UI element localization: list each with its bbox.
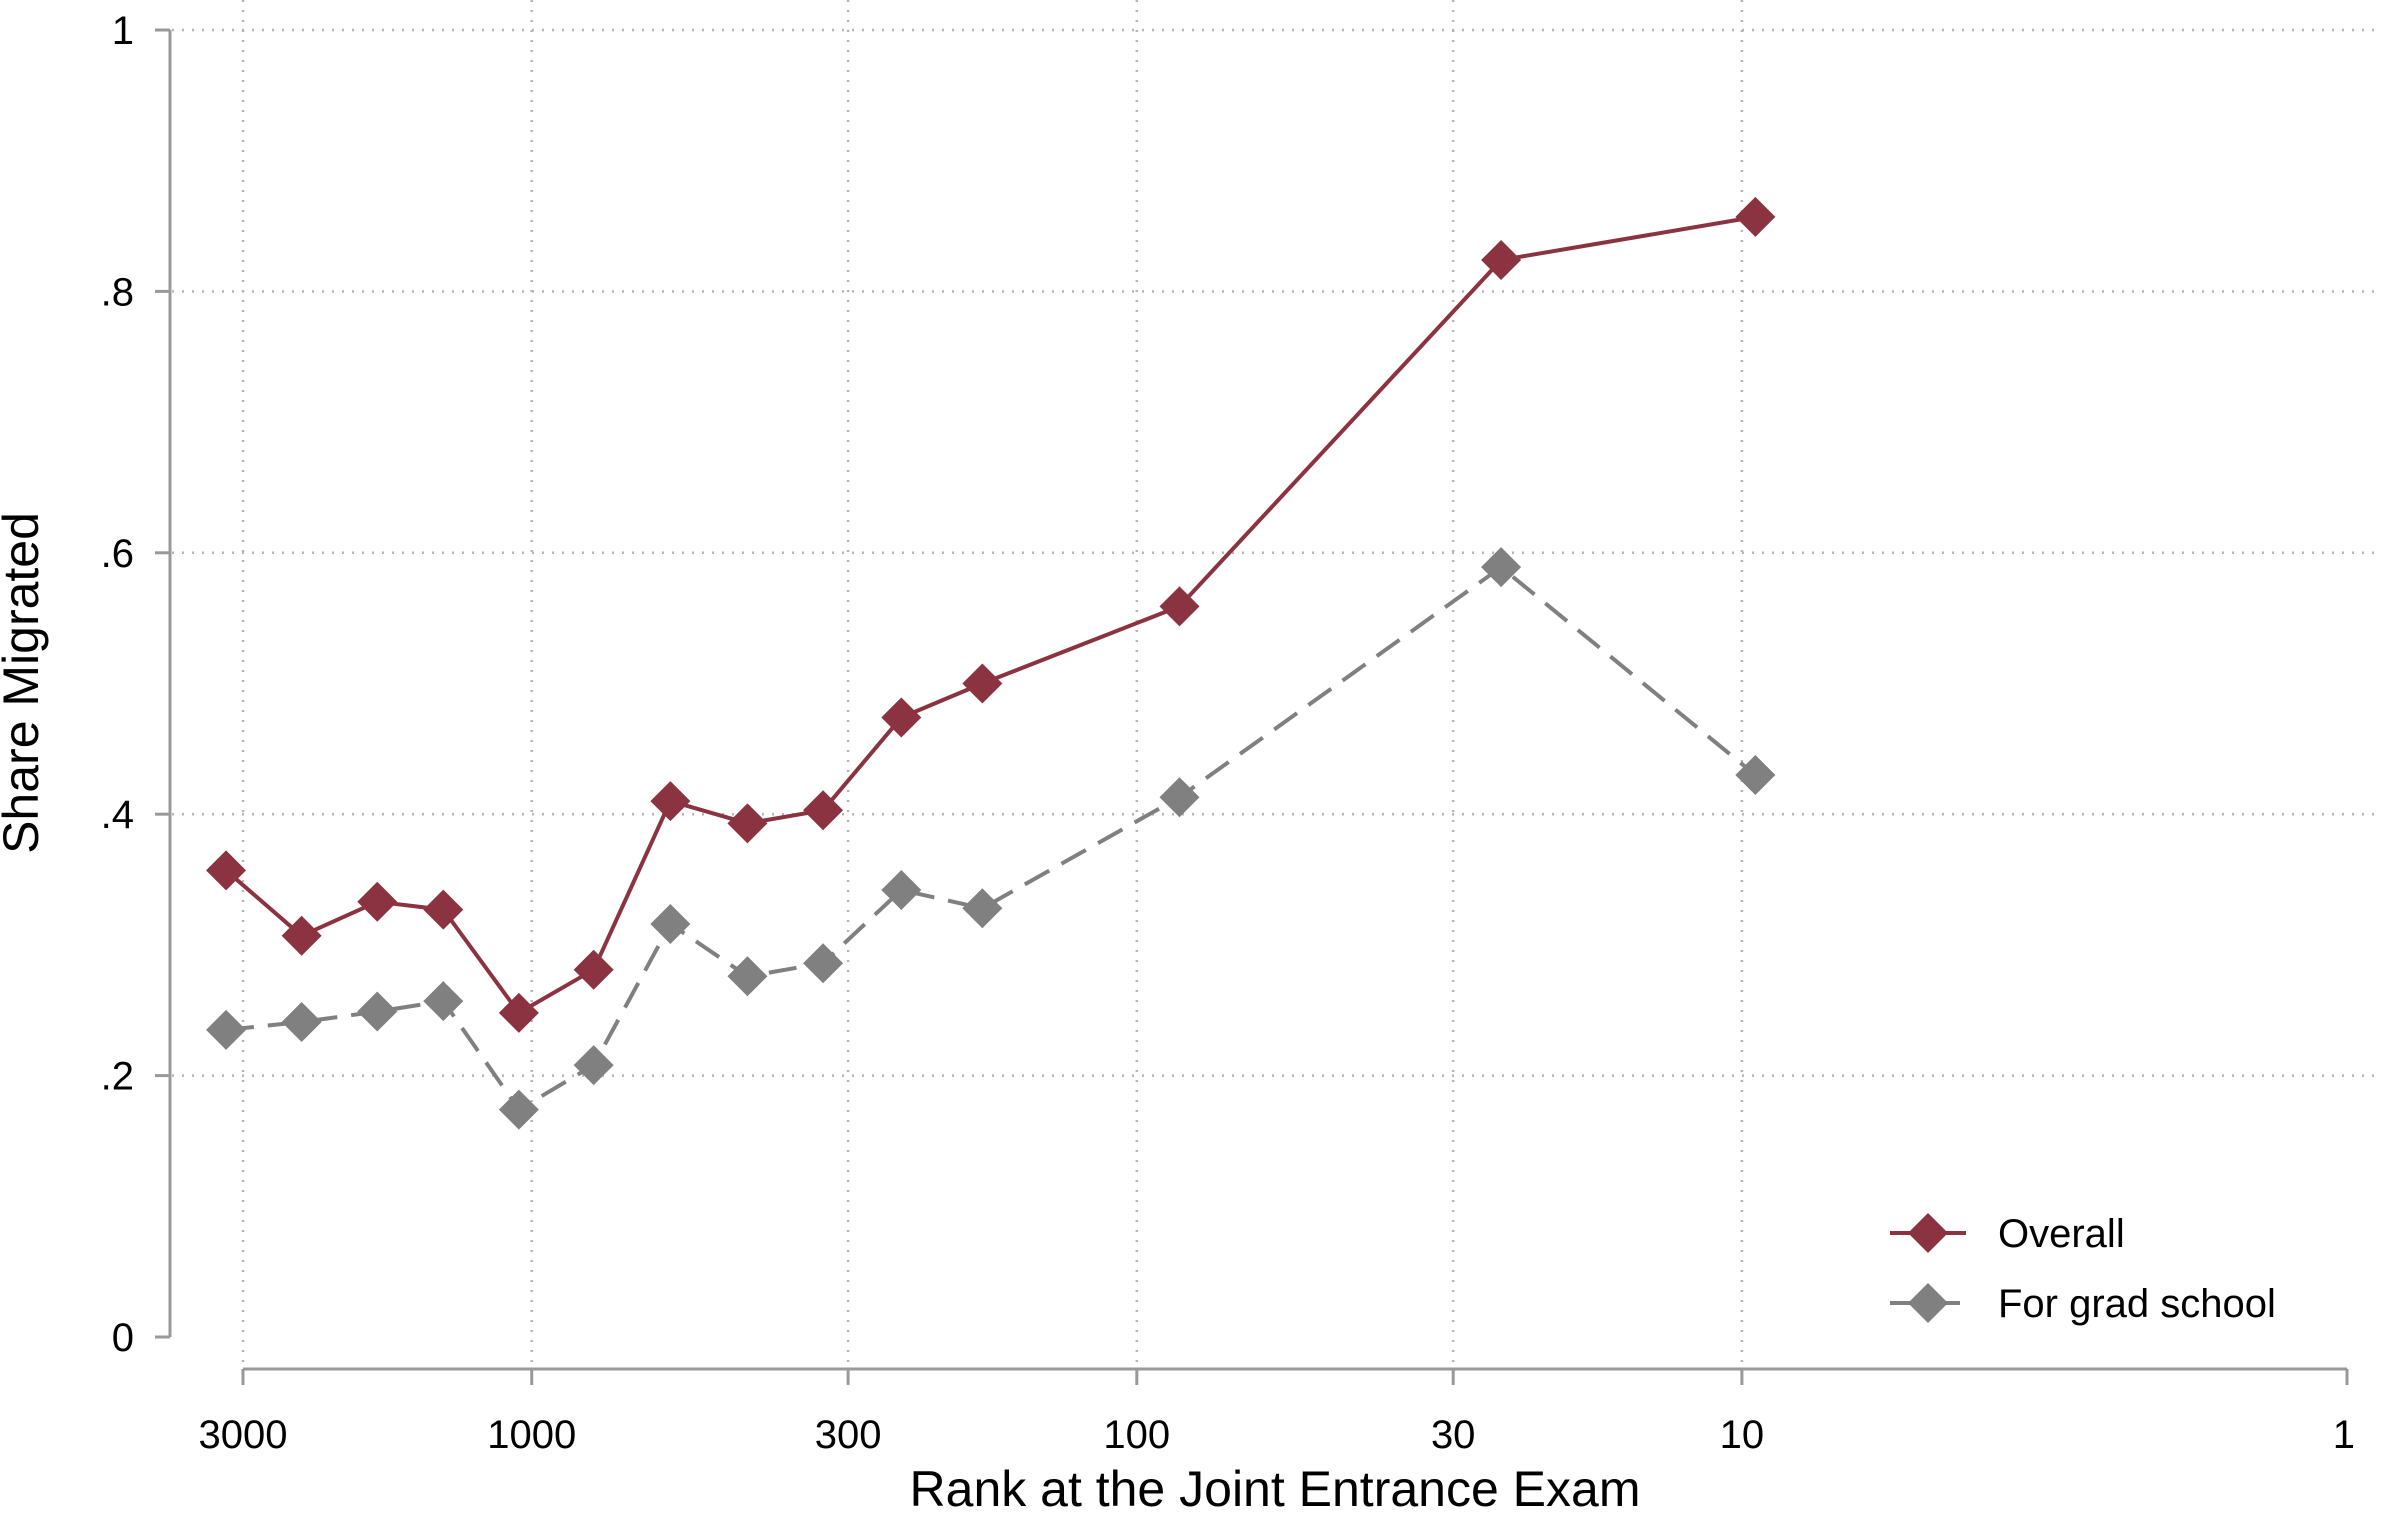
x-tick-label: 100: [1103, 1413, 1170, 1457]
axes: [168, 30, 2347, 1371]
data-point: [1159, 777, 1200, 818]
legend-marker: [1908, 1283, 1948, 1323]
data-point: [498, 1089, 539, 1130]
data-point: [206, 850, 247, 891]
y-axis-title: Share Migrated: [0, 512, 49, 854]
data-point: [881, 870, 922, 911]
x-tick-label: 1000: [487, 1413, 576, 1457]
gridlines: [172, 0, 2382, 1367]
data-point: [281, 915, 322, 956]
data-point: [1735, 196, 1776, 237]
legend-item: For grad school: [1890, 1282, 2276, 1326]
data-point: [803, 943, 844, 984]
series-line: [225, 565, 1757, 1112]
data-point: [357, 881, 398, 922]
legend-item: Overall: [1890, 1212, 2125, 1256]
data-point: [573, 1045, 614, 1086]
data-point: [1735, 754, 1776, 795]
data-point: [803, 790, 844, 831]
series-line: [224, 214, 1756, 1015]
y-axis-ticks: 0 .2 .4 .6 .8 1: [101, 9, 170, 1360]
data-point: [498, 992, 539, 1033]
x-axis-ticks: 3000 1000 300 100 30 10 1: [199, 1369, 2355, 1457]
data-point: [423, 889, 464, 930]
data-point: [650, 903, 691, 944]
data-point: [573, 949, 614, 990]
data-point: [650, 781, 691, 822]
data-point: [357, 991, 398, 1032]
legend: Overall For grad school: [1890, 1212, 2276, 1326]
x-tick-label: 1: [2333, 1413, 2355, 1457]
y-tick-label: .6: [101, 532, 134, 576]
data-point: [962, 888, 1003, 929]
legend-label: For grad school: [1998, 1282, 2276, 1326]
x-tick-label: 30: [1431, 1413, 1476, 1457]
data-point: [962, 663, 1003, 704]
legend-label: Overall: [1998, 1212, 2125, 1256]
y-tick-label: .2: [101, 1055, 134, 1099]
data-point: [1481, 547, 1522, 588]
x-tick-label: 3000: [199, 1413, 288, 1457]
x-tick-label: 10: [1720, 1413, 1765, 1457]
data-point: [881, 697, 922, 738]
series-for-grad-school: [206, 547, 1776, 1130]
data-point: [727, 956, 768, 997]
y-tick-label: 1: [112, 9, 134, 53]
data-point: [206, 1009, 247, 1050]
data-point: [423, 981, 464, 1022]
y-tick-label: .4: [101, 793, 134, 837]
x-tick-label: 300: [815, 1413, 882, 1457]
y-tick-label: .8: [101, 270, 134, 314]
x-axis-title: Rank at the Joint Entrance Exam: [910, 1461, 1641, 1517]
data-point: [1481, 240, 1522, 281]
y-tick-label: 0: [112, 1316, 134, 1360]
data-point: [727, 803, 768, 844]
data-point: [281, 1002, 322, 1043]
data-point: [1159, 586, 1200, 627]
series-overall: [206, 196, 1776, 1033]
series-layer: [206, 196, 1776, 1130]
legend-marker: [1908, 1213, 1948, 1253]
